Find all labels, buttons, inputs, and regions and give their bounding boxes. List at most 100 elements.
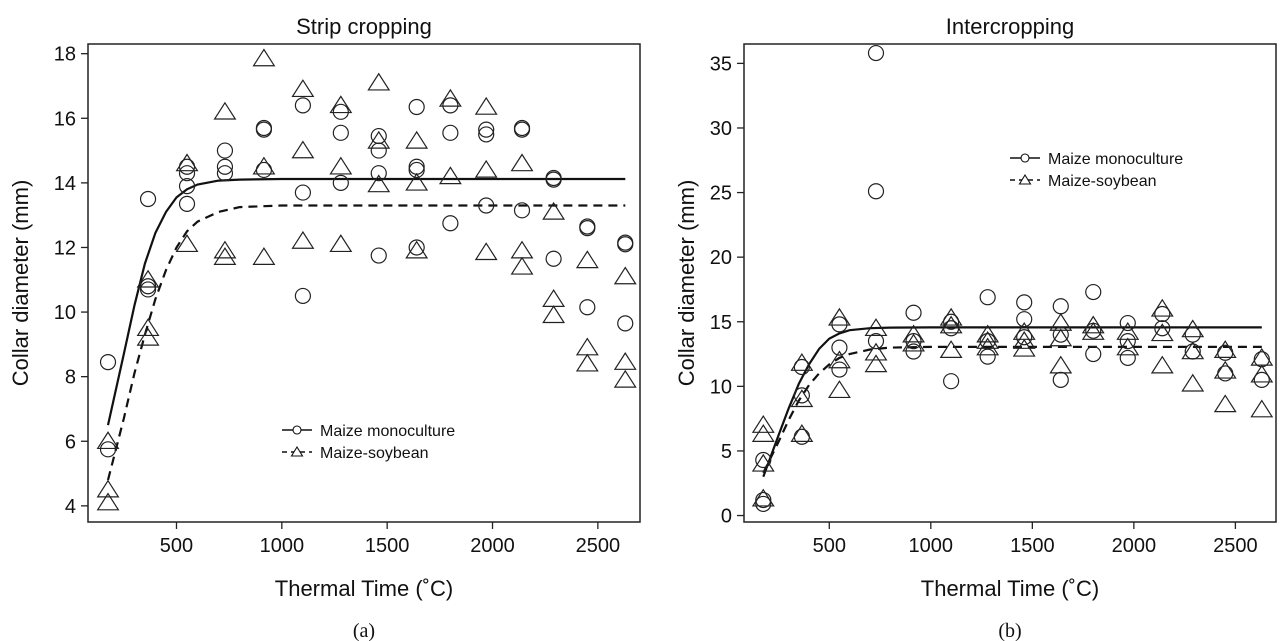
point-maize-soybean xyxy=(175,153,199,172)
point-maize-soybean xyxy=(939,315,963,334)
point-maize-soybean xyxy=(329,95,353,114)
point-maize-monoculture xyxy=(255,121,273,138)
legend-label: Maize-soybean xyxy=(1048,173,1157,190)
y-tick-label: 16 xyxy=(54,108,76,130)
x-tick-label: 1500 xyxy=(365,535,410,557)
point-maize-soybean xyxy=(613,352,637,370)
y-tick-label: 18 xyxy=(54,44,76,66)
point-maize-monoculture xyxy=(139,278,157,295)
point-maize-soybean xyxy=(1213,394,1237,413)
point-maize-soybean xyxy=(976,324,1000,343)
point-maize-monoculture xyxy=(831,339,848,356)
point-maize-monoculture xyxy=(1217,365,1234,382)
point-maize-soybean xyxy=(136,318,160,337)
point-maize-soybean xyxy=(510,256,534,275)
point-maize-soybean xyxy=(367,174,391,193)
point-maize-soybean xyxy=(751,414,775,433)
point-maize-monoculture xyxy=(178,195,196,212)
point-maize-soybean xyxy=(902,333,925,352)
point-maize-soybean xyxy=(827,350,851,369)
point-maize-soybean xyxy=(575,250,599,269)
point-maize-monoculture xyxy=(370,247,387,264)
point-maize-monoculture xyxy=(793,428,810,445)
point-maize-monoculture xyxy=(442,97,459,114)
y-tick-label: 14 xyxy=(54,173,76,195)
point-maize-soybean xyxy=(976,331,1000,349)
point-maize-soybean xyxy=(542,201,566,220)
point-maize-soybean xyxy=(438,88,462,107)
point-maize-soybean xyxy=(790,389,814,408)
y-tick-label: 8 xyxy=(65,367,76,389)
point-maize-soybean xyxy=(613,266,637,285)
point-maize-monoculture xyxy=(579,299,596,316)
point-maize-soybean xyxy=(790,352,814,371)
point-maize-soybean xyxy=(1081,321,1105,340)
point-maize-monoculture xyxy=(1052,371,1069,388)
point-maize-soybean xyxy=(474,242,498,261)
y-tick-label: 20 xyxy=(710,247,732,269)
y-tick-label: 4 xyxy=(65,496,76,518)
axis-ticks: 500 1000 1500 2000 2500 0 5 10 15 20 25 30 35 xyxy=(710,53,1258,557)
point-maize-soybean xyxy=(976,337,1000,356)
point-maize-soybean xyxy=(405,130,429,149)
point-maize-soybean xyxy=(1049,328,1073,347)
point-maize-monoculture xyxy=(867,44,885,62)
point-maize-soybean xyxy=(1250,399,1274,418)
point-maize-monoculture xyxy=(178,158,196,175)
point-maize-soybean xyxy=(1213,360,1237,379)
point-maize-soybean xyxy=(542,289,566,307)
point-maize-monoculture xyxy=(513,121,531,138)
panel-caption: (a) xyxy=(353,620,375,641)
point-maize-soybean xyxy=(751,488,775,507)
point-maize-soybean xyxy=(1116,337,1140,356)
y-tick-label: 30 xyxy=(710,118,732,140)
x-tick-label: 1000 xyxy=(909,535,954,557)
legend-label: Maize monoculture xyxy=(320,423,455,440)
point-maize-soybean xyxy=(751,424,775,442)
x-tick-label: 500 xyxy=(160,535,193,557)
point-maize-soybean xyxy=(510,153,534,172)
point-maize-soybean xyxy=(790,424,814,442)
point-maize-monoculture xyxy=(1119,333,1136,350)
point-maize-soybean xyxy=(1181,373,1205,392)
point-maize-soybean xyxy=(405,240,429,259)
point-maize-monoculture xyxy=(1016,311,1033,328)
x-tick-label: 2000 xyxy=(1112,535,1157,557)
point-maize-soybean xyxy=(1012,338,1036,357)
point-maize-soybean xyxy=(1150,298,1174,317)
point-maize-monoculture xyxy=(867,333,885,350)
y-axis-label: Collar diameter (mm) xyxy=(674,180,699,387)
point-maize-soybean xyxy=(474,96,498,115)
point-maize-monoculture xyxy=(408,161,425,179)
y-tick-label: 6 xyxy=(65,431,76,453)
panel-intercropping: Intercropping Thermal Time (˚C) Collar d… xyxy=(674,14,1277,641)
point-maize-monoculture xyxy=(755,495,772,513)
point-maize-monoculture xyxy=(332,124,349,141)
point-maize-soybean xyxy=(367,130,391,149)
point-maize-monoculture xyxy=(755,451,772,469)
point-maize-monoculture xyxy=(617,315,634,332)
point-maize-soybean xyxy=(329,156,353,175)
point-maize-monoculture xyxy=(99,441,117,458)
fit-curves xyxy=(106,177,626,481)
point-maize-monoculture xyxy=(478,197,495,214)
y-tick-label: 10 xyxy=(54,302,76,324)
point-maize-monoculture xyxy=(867,183,885,200)
point-maize-monoculture xyxy=(332,174,349,191)
chart-title: Strip cropping xyxy=(296,14,432,39)
point-maize-monoculture xyxy=(408,98,425,116)
point-maize-soybean xyxy=(864,342,888,361)
point-maize-monoculture xyxy=(943,373,960,390)
point-maize-soybean xyxy=(864,318,888,337)
point-maize-monoculture xyxy=(905,304,922,321)
y-tick-label: 12 xyxy=(54,237,76,259)
point-maize-soybean xyxy=(827,307,851,326)
point-maize-soybean xyxy=(291,230,315,249)
point-maize-monoculture xyxy=(294,97,312,114)
point-maize-monoculture xyxy=(617,234,634,251)
point-maize-soybean xyxy=(96,492,120,511)
y-tick-label: 5 xyxy=(721,441,732,463)
point-maize-soybean xyxy=(405,172,429,191)
point-maize-soybean xyxy=(1012,331,1036,349)
point-maize-soybean xyxy=(213,247,237,265)
